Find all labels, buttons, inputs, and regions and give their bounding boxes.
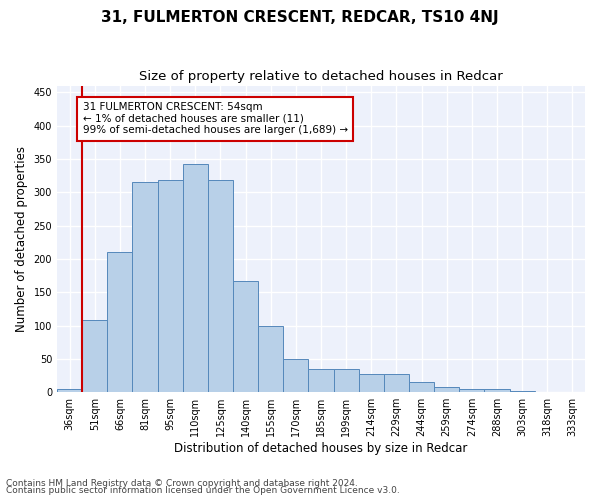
Bar [133,182,158,392]
Bar [158,180,183,392]
Text: Contains HM Land Registry data © Crown copyright and database right 2024.: Contains HM Land Registry data © Crown c… [6,478,358,488]
Bar [409,382,434,392]
Bar [334,369,359,392]
Text: 31, FULMERTON CRESCENT, REDCAR, TS10 4NJ: 31, FULMERTON CRESCENT, REDCAR, TS10 4NJ [101,10,499,25]
Text: Contains public sector information licensed under the Open Government Licence v3: Contains public sector information licen… [6,486,400,495]
Bar [82,320,107,392]
Bar [384,374,409,392]
Bar [57,389,82,392]
Bar [283,359,308,392]
Bar [208,180,233,392]
Title: Size of property relative to detached houses in Redcar: Size of property relative to detached ho… [139,70,503,83]
Y-axis label: Number of detached properties: Number of detached properties [15,146,28,332]
Bar [107,252,133,392]
Bar [308,369,334,392]
Bar [359,374,384,392]
Bar [509,391,535,392]
Bar [484,389,509,392]
Bar [233,281,258,392]
Text: 31 FULMERTON CRESCENT: 54sqm
← 1% of detached houses are smaller (11)
99% of sem: 31 FULMERTON CRESCENT: 54sqm ← 1% of det… [83,102,348,136]
X-axis label: Distribution of detached houses by size in Redcar: Distribution of detached houses by size … [175,442,468,455]
Bar [258,326,283,392]
Bar [459,389,484,392]
Bar [183,164,208,392]
Bar [434,387,459,392]
